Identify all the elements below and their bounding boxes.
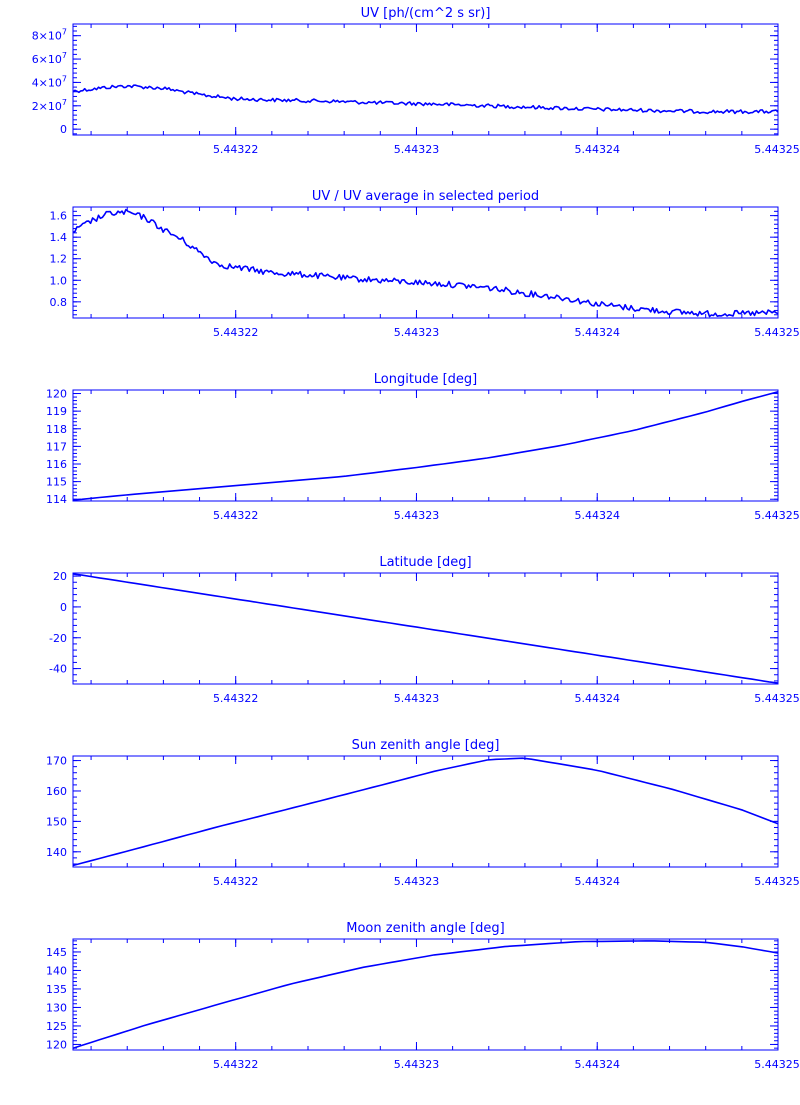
y-tick-label: 8×107 <box>32 28 67 43</box>
series-line-1 <box>72 208 779 318</box>
x-tick-label: 5.44323 <box>394 1058 440 1071</box>
plot-frame <box>72 23 779 136</box>
plot-frame <box>72 938 779 1051</box>
chart-panel-4: Latitude [deg] -40 -20 0 20 5.44322 5.44323 5.4… <box>49 555 800 705</box>
y-tick-label: 150 <box>46 815 67 828</box>
x-tick-label: 5.44323 <box>394 326 440 339</box>
x-tick-label: 5.44323 <box>394 143 440 156</box>
y-tick-label: 4×107 <box>32 74 67 89</box>
chart-title: Sun zenith angle [deg] <box>352 738 500 753</box>
x-tick-label: 5.44324 <box>574 1058 620 1071</box>
y-tick-label: 140 <box>46 846 67 859</box>
plot-frame <box>72 572 779 685</box>
y-tick-label: 117 <box>46 440 67 453</box>
y-tick-label: 119 <box>46 405 67 418</box>
chart-panel-5: Sun zenith angle [deg] 140 150 160 170 5.4432… <box>46 738 800 888</box>
y-tick-label: 118 <box>46 423 67 436</box>
x-tick-label: 5.44322 <box>213 509 259 522</box>
y-tick-exponent: 7 <box>62 51 67 60</box>
chart-title: Longitude [deg] <box>374 372 477 387</box>
series-line-1 <box>72 573 779 684</box>
x-tick-label: 5.44325 <box>754 509 800 522</box>
y-tick-label: 125 <box>46 1020 67 1033</box>
series-line-1 <box>72 84 779 115</box>
y-tick-label: 116 <box>46 458 67 471</box>
chart-panel-6: Moon zenith angle [deg] 120 125 130 135 140 14… <box>46 921 800 1071</box>
chart-panel-1: UV [ph/(cm^2 s sr)] 0 2×107 4×107 6×107 8×107… <box>32 6 800 156</box>
x-tick-label: 5.44322 <box>213 875 259 888</box>
x-tick-label: 5.44322 <box>213 692 259 705</box>
y-tick-label: 1.0 <box>50 274 68 287</box>
y-tick-exponent: 7 <box>62 74 67 83</box>
series-line-1 <box>72 940 779 1049</box>
y-tick-label: 120 <box>46 388 67 401</box>
x-tick-label: 5.44325 <box>754 143 800 156</box>
series-line-1 <box>72 757 779 867</box>
x-tick-label: 5.44323 <box>394 692 440 705</box>
y-tick-label: 20 <box>53 570 67 583</box>
x-tick-label: 5.44325 <box>754 1058 800 1071</box>
x-tick-label: 5.44324 <box>574 509 620 522</box>
y-tick-label: 0 <box>60 123 67 136</box>
y-tick-label: 115 <box>46 476 67 489</box>
y-tick-label: 6×107 <box>32 51 67 66</box>
x-tick-label: 5.44322 <box>213 326 259 339</box>
x-tick-label: 5.44323 <box>394 509 440 522</box>
chart-panel-2: UV / UV average in selected period 0.8 1.0… <box>50 189 800 339</box>
x-tick-label: 5.44324 <box>574 326 620 339</box>
y-tick-label: 1.4 <box>50 231 68 244</box>
chart-panel-3: Longitude [deg] 114 115 116 117 118 119 120 5.44… <box>46 372 800 522</box>
y-tick-label: -20 <box>49 632 67 645</box>
y-tick-label: 135 <box>46 983 67 996</box>
plot-frame <box>72 755 779 868</box>
y-tick-label: 1.2 <box>50 253 68 266</box>
y-tick-exponent: 7 <box>62 98 67 107</box>
x-tick-label: 5.44325 <box>754 326 800 339</box>
y-tick-label: 130 <box>46 1001 67 1014</box>
y-tick-label: -40 <box>49 663 67 676</box>
y-tick-label: 170 <box>46 755 67 768</box>
y-tick-exponent: 7 <box>62 28 67 37</box>
y-tick-label: 120 <box>46 1038 67 1051</box>
x-tick-label: 5.44324 <box>574 143 620 156</box>
x-tick-label: 5.44323 <box>394 875 440 888</box>
chart-title: UV [ph/(cm^2 s sr)] <box>361 6 491 21</box>
plot-frame <box>72 389 779 502</box>
chart-title: UV / UV average in selected period <box>312 189 539 204</box>
x-tick-label: 5.44324 <box>574 875 620 888</box>
x-tick-label: 5.44322 <box>213 1058 259 1071</box>
x-tick-label: 5.44324 <box>574 692 620 705</box>
chart-title: Latitude [deg] <box>379 555 471 570</box>
y-tick-label: 2×107 <box>32 98 67 113</box>
x-tick-label: 5.44325 <box>754 875 800 888</box>
y-tick-label: 114 <box>46 493 67 506</box>
y-tick-label: 160 <box>46 785 67 798</box>
y-tick-label: 145 <box>46 946 67 959</box>
y-tick-label: 1.6 <box>50 210 68 223</box>
chart-title: Moon zenith angle [deg] <box>346 921 504 936</box>
x-tick-label: 5.44325 <box>754 692 800 705</box>
y-tick-label: 140 <box>46 964 67 977</box>
plot-frame <box>72 206 779 319</box>
series-line-1 <box>72 391 779 501</box>
y-tick-label: 0 <box>60 601 67 614</box>
x-tick-label: 5.44322 <box>213 143 259 156</box>
y-tick-label: 0.8 <box>50 296 68 309</box>
